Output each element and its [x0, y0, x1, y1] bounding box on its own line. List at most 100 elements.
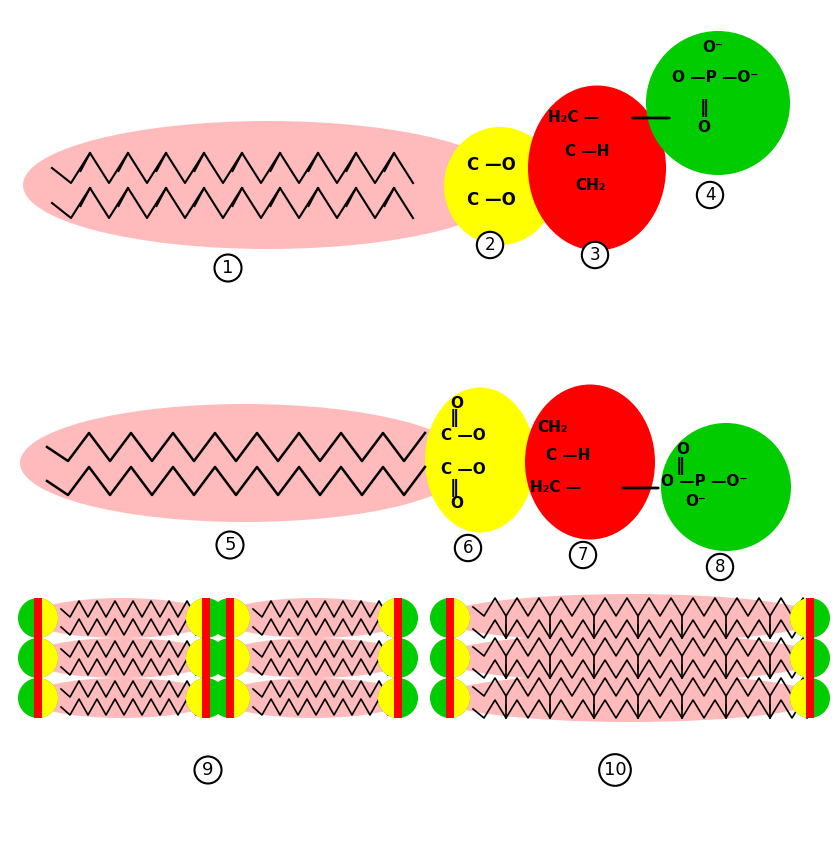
Text: 3: 3: [590, 246, 601, 264]
Circle shape: [186, 638, 226, 678]
Text: 9: 9: [202, 761, 213, 779]
Circle shape: [790, 678, 830, 718]
Bar: [226, 678, 234, 718]
Ellipse shape: [28, 678, 216, 718]
Text: O: O: [450, 496, 463, 510]
Ellipse shape: [661, 423, 791, 551]
Bar: [446, 598, 454, 638]
Wedge shape: [186, 598, 206, 638]
Circle shape: [186, 598, 226, 638]
Ellipse shape: [440, 674, 820, 722]
Wedge shape: [790, 678, 810, 718]
Text: C —H: C —H: [546, 447, 591, 463]
Ellipse shape: [220, 678, 408, 718]
Text: CH₂: CH₂: [575, 177, 606, 193]
Circle shape: [18, 678, 58, 718]
Wedge shape: [450, 638, 470, 678]
Bar: [394, 638, 402, 678]
Text: C —O: C —O: [441, 428, 486, 442]
Circle shape: [430, 638, 470, 678]
Text: O⁻: O⁻: [702, 39, 723, 55]
Ellipse shape: [525, 384, 655, 539]
Wedge shape: [38, 678, 58, 718]
Bar: [34, 598, 42, 638]
Wedge shape: [230, 638, 250, 678]
Wedge shape: [450, 598, 470, 638]
Ellipse shape: [28, 638, 216, 678]
Text: C —O: C —O: [467, 156, 516, 174]
Bar: [394, 598, 402, 638]
Ellipse shape: [23, 121, 513, 249]
Wedge shape: [378, 678, 398, 718]
Bar: [226, 638, 234, 678]
Circle shape: [378, 678, 418, 718]
Wedge shape: [38, 638, 58, 678]
Wedge shape: [790, 598, 810, 638]
Bar: [34, 678, 42, 718]
Text: 8: 8: [715, 558, 725, 576]
Text: O —P —O⁻: O —P —O⁻: [672, 71, 759, 85]
Text: O: O: [697, 120, 710, 135]
Bar: [446, 678, 454, 718]
Circle shape: [18, 598, 58, 638]
Text: 5: 5: [224, 536, 236, 554]
Circle shape: [210, 638, 250, 678]
Wedge shape: [378, 638, 398, 678]
Text: C —O: C —O: [467, 191, 516, 209]
Text: O⁻: O⁻: [685, 494, 706, 509]
Circle shape: [646, 31, 790, 175]
Bar: [806, 638, 814, 678]
Text: ‖: ‖: [700, 99, 709, 117]
Ellipse shape: [220, 638, 408, 678]
Circle shape: [790, 598, 830, 638]
Bar: [806, 678, 814, 718]
Text: C —H: C —H: [565, 145, 610, 159]
Ellipse shape: [444, 127, 556, 245]
Circle shape: [378, 598, 418, 638]
Ellipse shape: [28, 598, 216, 638]
Bar: [202, 678, 210, 718]
Circle shape: [210, 678, 250, 718]
Bar: [446, 638, 454, 678]
Text: 6: 6: [463, 539, 473, 557]
Text: O: O: [676, 442, 689, 458]
Wedge shape: [186, 638, 206, 678]
Circle shape: [186, 678, 226, 718]
Text: ‖: ‖: [450, 479, 459, 497]
Circle shape: [18, 638, 58, 678]
Wedge shape: [230, 678, 250, 718]
Circle shape: [790, 638, 830, 678]
Text: C —O: C —O: [441, 463, 486, 477]
Ellipse shape: [425, 388, 535, 532]
Ellipse shape: [440, 634, 820, 682]
Bar: [394, 678, 402, 718]
Text: O: O: [450, 395, 463, 411]
Bar: [202, 638, 210, 678]
Text: H₂C —: H₂C —: [548, 111, 599, 125]
Wedge shape: [38, 598, 58, 638]
Ellipse shape: [220, 598, 408, 638]
Ellipse shape: [20, 404, 470, 522]
Wedge shape: [186, 678, 206, 718]
Text: 4: 4: [705, 186, 715, 204]
Text: H₂C —: H₂C —: [530, 481, 581, 496]
Text: O —P —O⁻: O —P —O⁻: [661, 475, 748, 490]
Wedge shape: [230, 598, 250, 638]
Circle shape: [378, 638, 418, 678]
Text: CH₂: CH₂: [537, 419, 568, 435]
Circle shape: [430, 678, 470, 718]
Ellipse shape: [440, 594, 820, 642]
Text: ‖: ‖: [450, 409, 459, 427]
Circle shape: [210, 598, 250, 638]
Text: 2: 2: [485, 236, 496, 254]
Wedge shape: [378, 598, 398, 638]
Bar: [806, 598, 814, 638]
Wedge shape: [790, 638, 810, 678]
Bar: [226, 598, 234, 638]
Text: ‖: ‖: [676, 457, 685, 475]
Bar: [34, 638, 42, 678]
Text: 7: 7: [578, 546, 588, 564]
Ellipse shape: [528, 85, 666, 250]
Bar: [202, 598, 210, 638]
Wedge shape: [450, 678, 470, 718]
